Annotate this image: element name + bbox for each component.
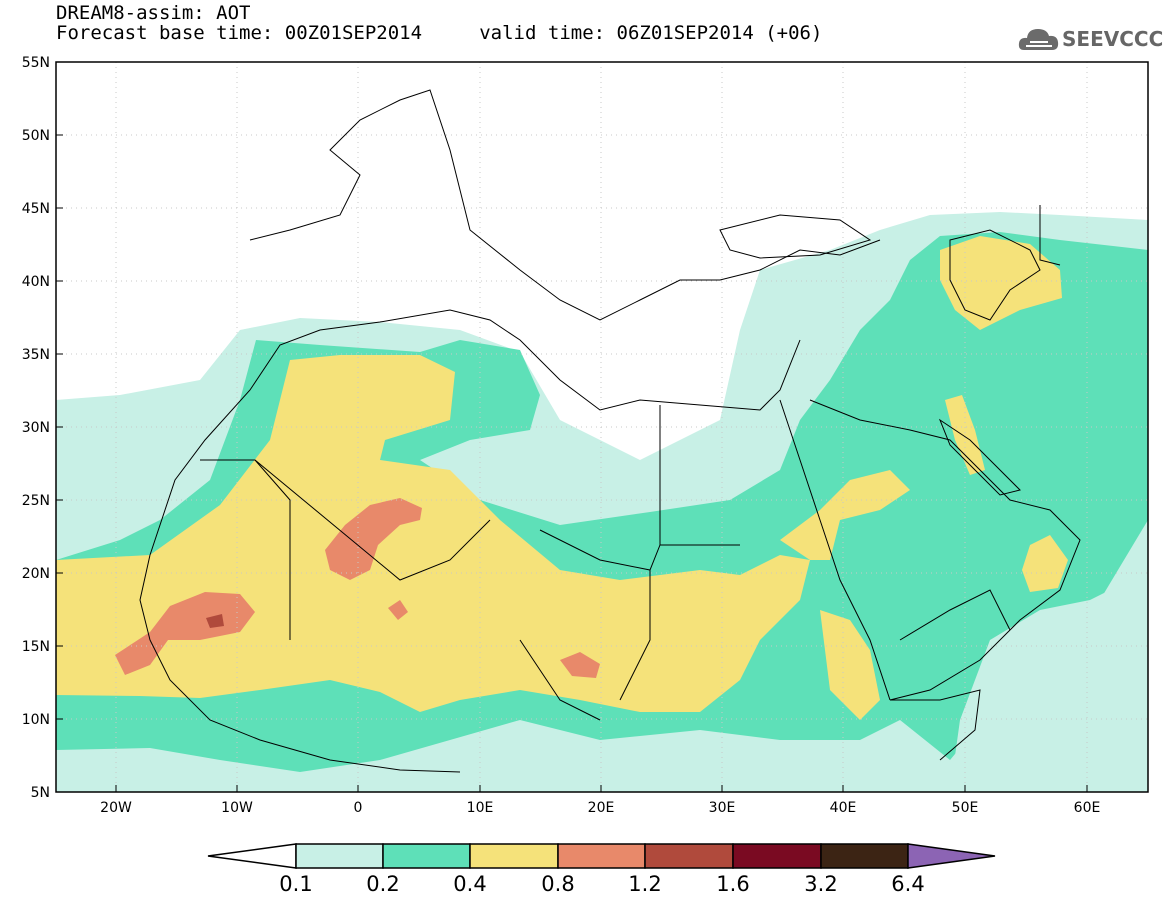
colorbar-label: 3.2 bbox=[804, 872, 838, 896]
colorbar-label: 0.4 bbox=[453, 872, 487, 896]
y-tick-label: 50N bbox=[22, 128, 50, 144]
aot-band-0.8-west bbox=[115, 592, 255, 675]
y-tick-label: 5N bbox=[31, 785, 50, 801]
colorbar-label: 0.1 bbox=[279, 872, 313, 896]
y-tick-label: 15N bbox=[22, 639, 50, 655]
west-africa-coast bbox=[139, 554, 461, 773]
border-8 bbox=[899, 589, 1011, 641]
aot-band-0.8-central bbox=[325, 498, 422, 580]
tick-marks bbox=[56, 134, 1088, 792]
colorbar-label: 0.2 bbox=[366, 872, 400, 896]
aot-band-0.8-chad bbox=[560, 652, 600, 678]
aot-band-0.1-arabia bbox=[950, 570, 1148, 792]
aot-band-1.2 bbox=[206, 614, 224, 628]
border-2 bbox=[254, 459, 491, 581]
colorbar-label: 1.6 bbox=[716, 872, 750, 896]
border-1 bbox=[200, 459, 291, 640]
aot-band-0.4-redsea bbox=[820, 610, 880, 720]
persian-gulf bbox=[938, 418, 1021, 496]
aot-map: 20W 10W 0 10E 20E 30E 40E 50E 60E 55N 50… bbox=[22, 55, 1149, 816]
y-tick-label: 10N bbox=[22, 712, 50, 728]
y-axis-labels: 55N 50N 45N 40N 35N 30N 25N 20N 15N 10N … bbox=[22, 55, 50, 801]
cloud-icon bbox=[1018, 29, 1059, 50]
aot-band-0.4-oman bbox=[1022, 535, 1068, 592]
x-axis-labels: 20W 10W 0 10E 20E 30E 40E 50E 60E bbox=[100, 800, 1100, 816]
y-tick-label: 35N bbox=[22, 347, 50, 363]
arabia-coast bbox=[809, 399, 1081, 701]
aot-field bbox=[56, 212, 1148, 792]
aot-band-0.8-mali bbox=[388, 600, 408, 620]
forecast-time-line: Forecast base time: 00Z01SEP2014 valid t… bbox=[56, 22, 823, 44]
map-title: DREAM8-assim: AOT bbox=[56, 2, 251, 24]
caspian-sea bbox=[949, 229, 1041, 321]
y-tick-label: 45N bbox=[22, 201, 50, 217]
border-6 bbox=[519, 639, 601, 721]
seevccc-logo: SEEVCCC bbox=[1018, 24, 1163, 54]
x-tick-label: 0 bbox=[354, 800, 363, 816]
aot-band-0.4-gulf bbox=[945, 395, 985, 475]
y-tick-label: 20N bbox=[22, 566, 50, 582]
y-tick-label: 30N bbox=[22, 420, 50, 436]
y-tick-label: 40N bbox=[22, 274, 50, 290]
colorbar-label: 6.4 bbox=[891, 872, 925, 896]
red-sea-coast bbox=[779, 399, 891, 701]
x-tick-label: 20E bbox=[588, 800, 615, 816]
border-5 bbox=[619, 570, 651, 701]
x-tick-label: 20W bbox=[100, 800, 132, 816]
aot-band-0.4-caspian bbox=[940, 236, 1062, 330]
x-tick-label: 10E bbox=[467, 800, 494, 816]
x-tick-label: 10W bbox=[221, 800, 253, 816]
colorbar-label: 1.2 bbox=[628, 872, 662, 896]
border-7 bbox=[1039, 205, 1061, 266]
x-tick-label: 30E bbox=[709, 800, 736, 816]
x-tick-label: 40E bbox=[830, 800, 857, 816]
black-sea bbox=[719, 214, 872, 259]
logo-text: SEEVCCC bbox=[1062, 27, 1164, 51]
europe-coast bbox=[249, 89, 881, 321]
x-tick-label: 60E bbox=[1074, 800, 1101, 816]
coastlines bbox=[139, 89, 1081, 773]
x-tick-label: 50E bbox=[952, 800, 979, 816]
y-tick-label: 25N bbox=[22, 493, 50, 509]
north-africa-coast bbox=[149, 309, 801, 556]
aot-band-0.4-east bbox=[780, 470, 910, 560]
y-tick-label: 55N bbox=[22, 55, 50, 71]
grid-lines bbox=[56, 62, 1148, 792]
colorbar-label: 0.8 bbox=[541, 872, 575, 896]
horn-africa-coast bbox=[890, 689, 981, 761]
